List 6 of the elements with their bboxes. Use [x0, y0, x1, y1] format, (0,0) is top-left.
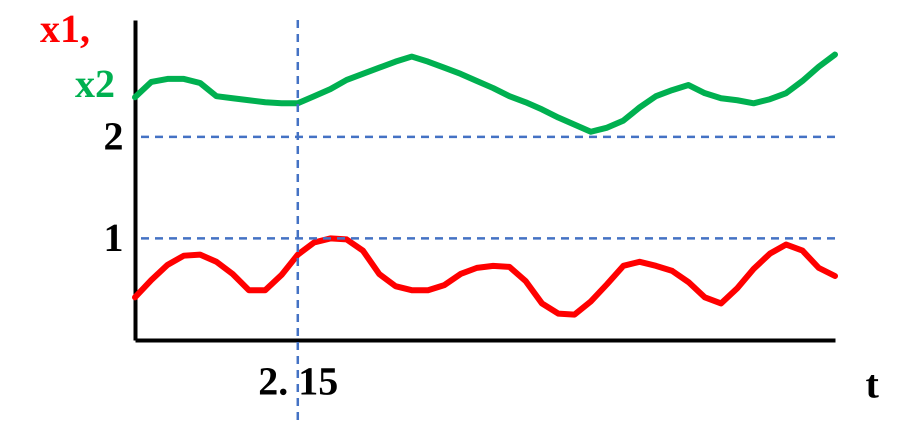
y-tick-label: 1: [104, 214, 124, 260]
series-label: x2: [75, 61, 115, 106]
x-tick-label: 2. 15: [258, 358, 338, 404]
x-axis-title: t: [866, 362, 880, 406]
y-tick-label: 2: [104, 113, 124, 158]
text: x1,: [40, 6, 90, 51]
